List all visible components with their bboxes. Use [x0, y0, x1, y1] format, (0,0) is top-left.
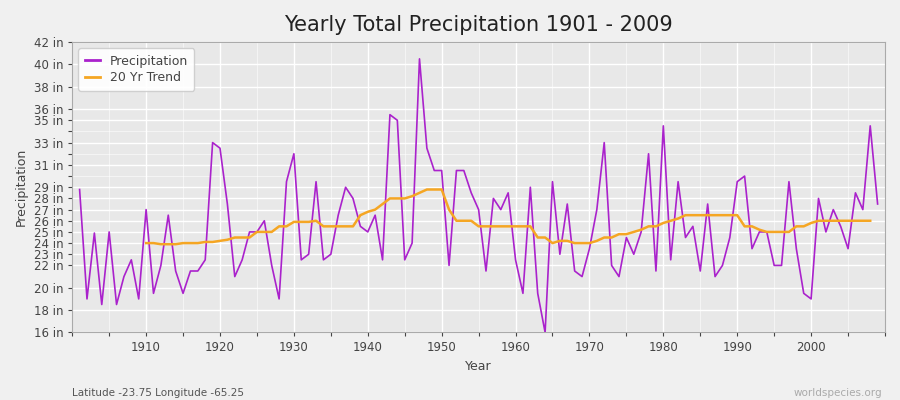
Precipitation [414, 56, 425, 61]
20 Yr Trend [318, 224, 328, 229]
Legend: Precipitation, 20 Yr Trend: Precipitation, 20 Yr Trend [78, 48, 194, 91]
Precipitation [518, 291, 528, 296]
Precipitation [74, 187, 85, 192]
20 Yr Trend [421, 187, 432, 192]
Precipitation [510, 258, 521, 262]
20 Yr Trend [340, 224, 351, 229]
Text: Latitude -23.75 Longitude -65.25: Latitude -23.75 Longitude -65.25 [72, 388, 244, 398]
20 Yr Trend [370, 207, 381, 212]
Precipitation [296, 258, 307, 262]
Precipitation [340, 185, 351, 190]
Line: Precipitation: Precipitation [79, 59, 878, 332]
Precipitation [540, 330, 551, 335]
Y-axis label: Precipitation: Precipitation [15, 148, 28, 226]
Line: 20 Yr Trend: 20 Yr Trend [146, 190, 870, 244]
Text: worldspecies.org: worldspecies.org [794, 388, 882, 398]
X-axis label: Year: Year [465, 360, 492, 373]
20 Yr Trend [518, 224, 528, 229]
20 Yr Trend [156, 242, 166, 247]
20 Yr Trend [140, 241, 151, 246]
20 Yr Trend [865, 218, 876, 223]
20 Yr Trend [724, 213, 735, 218]
Precipitation [872, 202, 883, 206]
20 Yr Trend [540, 235, 551, 240]
Title: Yearly Total Precipitation 1901 - 2009: Yearly Total Precipitation 1901 - 2009 [284, 15, 673, 35]
Precipitation [614, 274, 625, 279]
Precipitation [133, 296, 144, 301]
